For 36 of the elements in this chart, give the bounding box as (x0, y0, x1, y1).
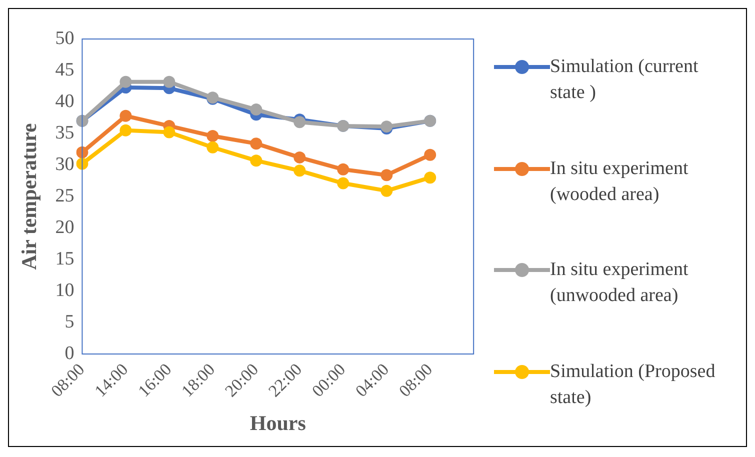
x-axis-title: Hours (250, 410, 306, 435)
legend-label: Simulation (current state ) (550, 54, 700, 105)
point (120, 76, 132, 88)
point (250, 154, 262, 167)
point (380, 184, 393, 197)
point (206, 141, 219, 154)
point (294, 151, 306, 164)
point (250, 138, 262, 150)
y-tick-label: 20 (55, 216, 74, 238)
y-tick-label: 10 (55, 280, 74, 301)
y-tick-label: 5 (64, 311, 74, 332)
point (424, 172, 436, 184)
y-axis-title: Air temperature (17, 123, 42, 270)
point (163, 76, 176, 88)
point (424, 148, 436, 161)
y-tick-label: 30 (55, 154, 74, 175)
y-tick-label: 50 (55, 28, 74, 49)
point (250, 104, 262, 116)
y-tick-label: 40 (55, 90, 74, 112)
point (294, 164, 306, 177)
y-tick-label: 45 (55, 59, 74, 80)
legend-label: In situ experiment (unwooded area) (550, 258, 690, 308)
legend-label: Simulation (Proposed state) (550, 360, 716, 410)
point (337, 163, 350, 176)
point (206, 130, 219, 142)
point (120, 124, 132, 136)
y-tick-label: 25 (55, 185, 74, 206)
point (294, 116, 306, 128)
point (120, 110, 132, 122)
legend-label: In situ experiment (wooded area) (550, 156, 690, 207)
y-tick-label: 35 (55, 122, 74, 144)
y-tick-label: 15 (55, 248, 74, 270)
point (337, 177, 350, 190)
point (380, 169, 393, 182)
y-tick-label: 0 (64, 342, 74, 364)
point (163, 126, 176, 138)
